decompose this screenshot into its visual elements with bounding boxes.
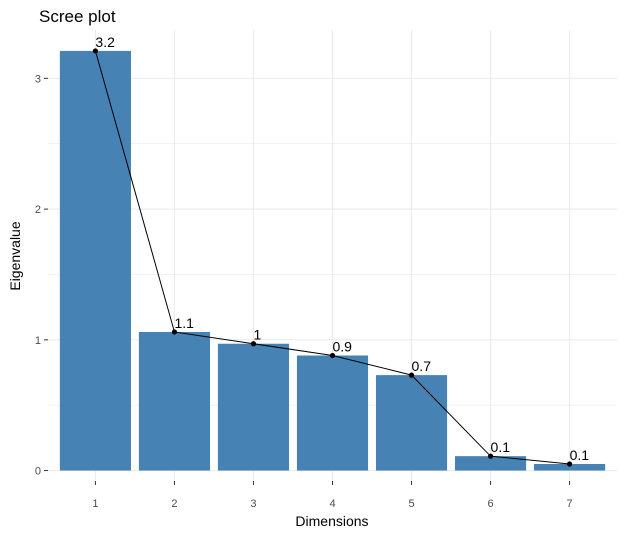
bars	[59, 50, 606, 471]
data-label: 0.1	[570, 447, 590, 463]
y-axis-title: Eigenvalue	[7, 221, 23, 290]
x-tick-label: 1	[92, 498, 98, 510]
x-tick-label: 5	[408, 498, 414, 510]
eigenvalue-point	[487, 453, 494, 459]
eigenvalue-point	[408, 372, 415, 378]
data-label: 0.1	[491, 439, 511, 455]
bar-dimension-2	[138, 331, 211, 471]
y-tick-label: 3	[35, 73, 41, 85]
data-label: 3.2	[95, 34, 115, 50]
eigenvalue-line	[92, 48, 573, 467]
data-label: 1	[253, 327, 261, 343]
x-tick-label: 6	[487, 498, 493, 510]
eigenvalue-point	[171, 329, 178, 335]
y-tick-label: 2	[35, 204, 41, 216]
eigenvalue-point	[329, 352, 336, 359]
data-labels: 3.2 1.1 1 0.9 0.7 0.1 0.1	[95, 34, 589, 463]
eigenvalue-point	[92, 48, 99, 54]
bar-dimension-3	[217, 343, 290, 471]
x-tick-label: 3	[250, 498, 256, 510]
bar-dimension-4	[296, 355, 369, 471]
data-label: 0.9	[333, 339, 353, 355]
bar-dimension-5	[375, 375, 448, 471]
x-tick-label: 4	[329, 498, 335, 510]
x-axis-title: Dimensions	[295, 513, 368, 529]
data-label: 1.1	[174, 315, 194, 331]
bar-dimension-6	[454, 456, 527, 471]
axes: 0 1 2 3 1 2 3 4 5 6 7	[35, 73, 573, 510]
x-tick-label: 2	[171, 498, 177, 510]
bar-dimension-7	[534, 464, 606, 471]
bar-dimension-1	[59, 50, 131, 471]
data-label: 0.7	[412, 358, 432, 374]
y-tick-label: 0	[35, 466, 41, 478]
x-tick-label: 7	[567, 498, 573, 510]
eigenvalue-point	[250, 341, 257, 347]
y-tick-label: 1	[35, 335, 41, 347]
chart-title: Scree plot	[39, 7, 116, 26]
eigenvalue-point	[566, 461, 573, 467]
